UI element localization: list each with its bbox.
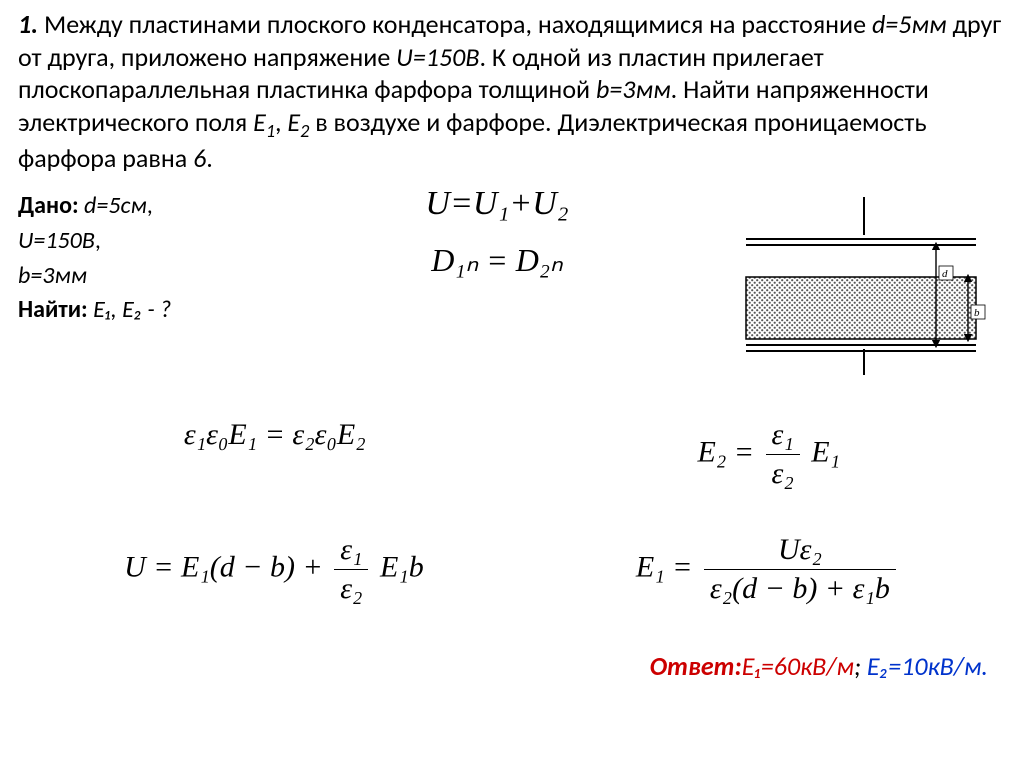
find-title: Найти: — [18, 295, 88, 324]
equation-row-1: ε₁ε₀E₁ = ε₂ε₀E₂ E₂ = ε₁ ε₂ E₁ — [18, 418, 1006, 491]
answer-line: Ответ:E₁=60кВ/м; E₂=10кВ/м. — [18, 650, 1006, 682]
eq-e1-solution: E₁ = Uε₂ ε₂(d − b) + ε₁b — [636, 533, 900, 606]
equation-row-2: U = E₁(d − b) + ε₁ ε₂ E₁b E₁ = Uε₂ ε₂(d … — [18, 533, 1006, 606]
given-title: Дано: — [18, 191, 79, 220]
svg-text:d: d — [942, 268, 948, 280]
capacitor-diagram: db — [726, 189, 1006, 384]
answer-label: Ответ: — [650, 650, 742, 682]
svg-text:b: b — [974, 307, 980, 319]
eq-u-expanded: U = E₁(d − b) + ε₁ ε₂ E₁b — [124, 533, 424, 606]
center-equations: U=U₁+U₂ D₁ₙ = D₂ₙ — [268, 189, 726, 384]
eq-d-continuity: D₁ₙ = D₂ₙ — [268, 241, 726, 279]
eq-e2: E₂ = ε₁ ε₂ E₁ — [698, 418, 841, 491]
given-block: Дано: d=5см, U=150В, b=3мм Найти: E₁, E₂… — [18, 189, 268, 384]
eq-voltage-sum: U=U₁+U₂ — [268, 185, 726, 223]
problem-number: 1. — [18, 8, 38, 40]
eq-epsilon: ε₁ε₀E₁ = ε₂ε₀E₂ — [184, 418, 366, 491]
problem-statement: 1. Между пластинами плоского конденсатор… — [18, 8, 1006, 175]
